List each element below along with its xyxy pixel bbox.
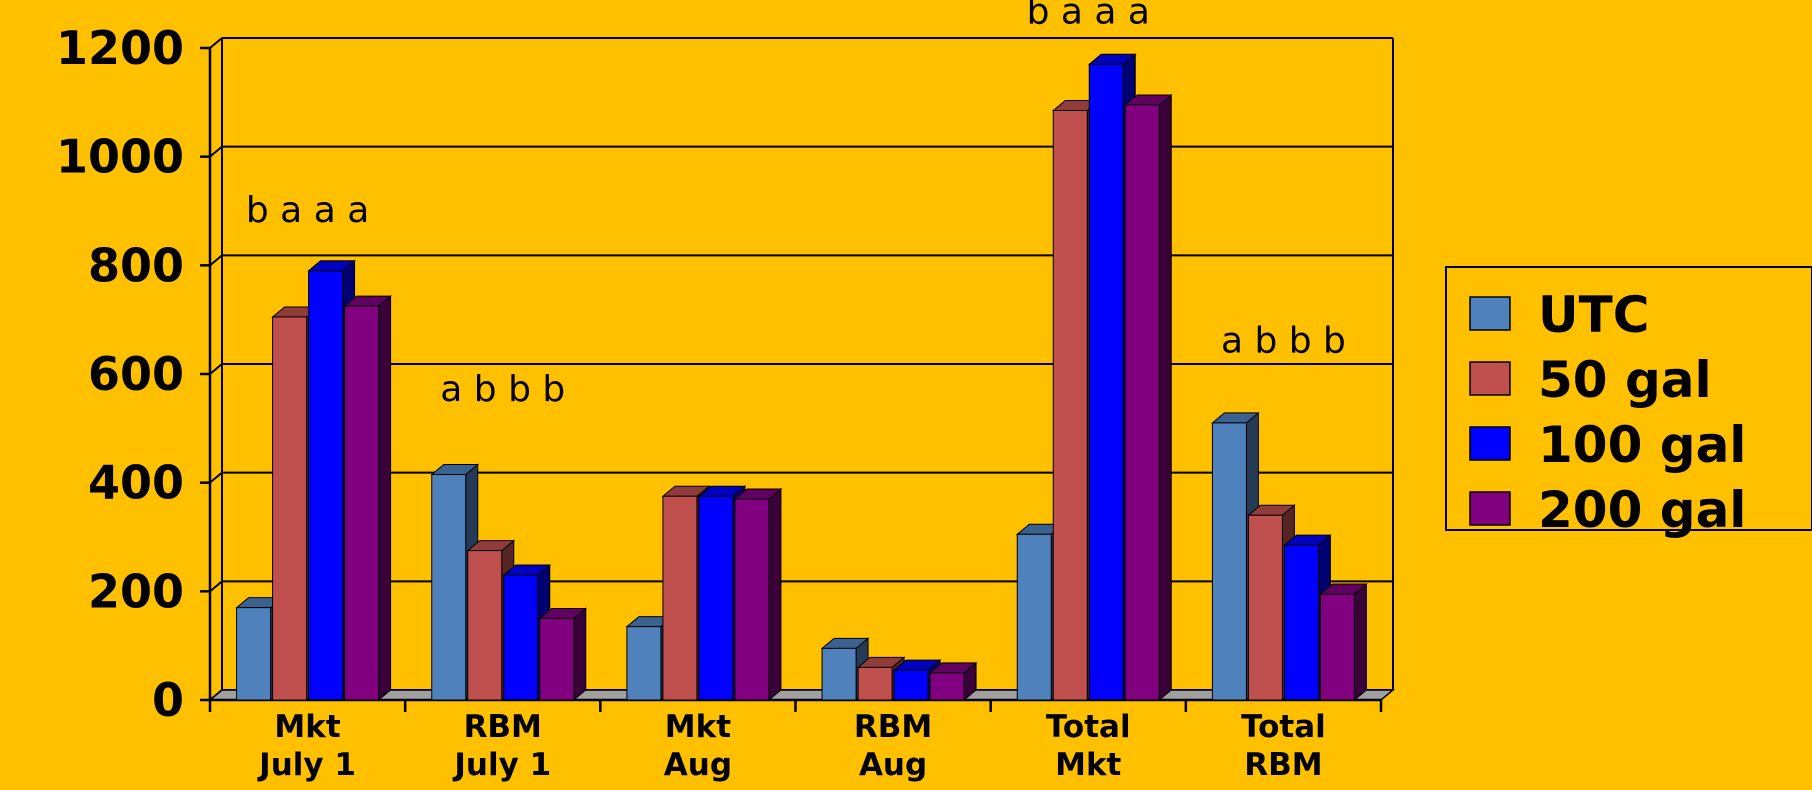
bar xyxy=(272,316,308,701)
legend-entry: 200 gal xyxy=(1538,481,1746,539)
y-tick-label: 600 xyxy=(88,347,184,401)
gridline-side xyxy=(209,363,223,375)
y-tick-label: 200 xyxy=(88,564,184,618)
bar xyxy=(662,495,698,701)
bar xyxy=(1052,109,1088,701)
legend-box xyxy=(1445,266,1812,531)
gridline-side xyxy=(209,37,223,49)
bar-side xyxy=(573,607,587,702)
gridline-side xyxy=(209,580,223,593)
bar xyxy=(431,474,467,701)
x-tick-label: RBM xyxy=(464,709,542,745)
bar xyxy=(626,626,662,701)
bar xyxy=(821,647,857,701)
bar xyxy=(1088,63,1124,701)
legend-entry: 50 gal xyxy=(1538,351,1712,409)
bar xyxy=(893,669,929,701)
legend-swatch xyxy=(1469,361,1511,396)
bar xyxy=(929,672,965,701)
bar xyxy=(344,305,380,701)
y-tick-label: 1200 xyxy=(56,21,184,75)
legend-swatch xyxy=(1469,296,1511,331)
bar xyxy=(503,574,539,701)
annotation-label: a b b b xyxy=(1221,320,1346,361)
x-tick-label: July 1 xyxy=(257,747,356,783)
x-tick-label: RBM xyxy=(854,709,932,745)
bar xyxy=(1319,593,1355,701)
y-tick-label: 400 xyxy=(88,456,184,510)
bar xyxy=(236,607,272,701)
annotation-label: a b b b xyxy=(440,369,565,410)
x-tick-label: Mkt xyxy=(1055,747,1121,783)
bar-side xyxy=(1353,582,1367,702)
bar xyxy=(857,666,893,701)
legend-entry: UTC xyxy=(1538,286,1649,344)
gridline-side xyxy=(209,254,223,267)
x-tick-label: Total xyxy=(1241,709,1326,745)
legend-entry: 100 gal xyxy=(1538,416,1746,474)
bar xyxy=(308,270,344,701)
legend-swatch xyxy=(1469,491,1511,526)
bar-side xyxy=(768,487,782,702)
x-tick-label: Aug xyxy=(664,747,732,783)
bar xyxy=(734,498,770,701)
bar-side xyxy=(378,295,392,702)
x-tick-label: Total xyxy=(1046,709,1131,745)
y-tick-label: 0 xyxy=(152,673,184,727)
x-tick-label: July 1 xyxy=(452,747,551,783)
bar xyxy=(1247,514,1283,701)
legend-swatch xyxy=(1469,426,1511,461)
annotation-label: b a a a xyxy=(246,190,369,231)
bar xyxy=(1283,544,1319,701)
x-tick-label: Mkt xyxy=(665,709,731,745)
annotation-label: b a a a xyxy=(1027,0,1150,33)
y-tick-label: 800 xyxy=(88,238,184,292)
bar xyxy=(539,618,575,701)
gridline-side xyxy=(209,145,223,158)
bar xyxy=(1124,104,1160,701)
bar xyxy=(1016,533,1052,701)
bar-side xyxy=(1158,93,1172,702)
bar xyxy=(698,495,734,701)
x-tick-label: RBM xyxy=(1244,747,1322,783)
bar xyxy=(1211,422,1247,701)
y-tick-label: 1000 xyxy=(56,130,184,184)
x-tick-label: Mkt xyxy=(274,709,340,745)
x-tick-label: Aug xyxy=(859,747,927,783)
gridline-side xyxy=(209,471,223,484)
bar xyxy=(467,550,503,701)
